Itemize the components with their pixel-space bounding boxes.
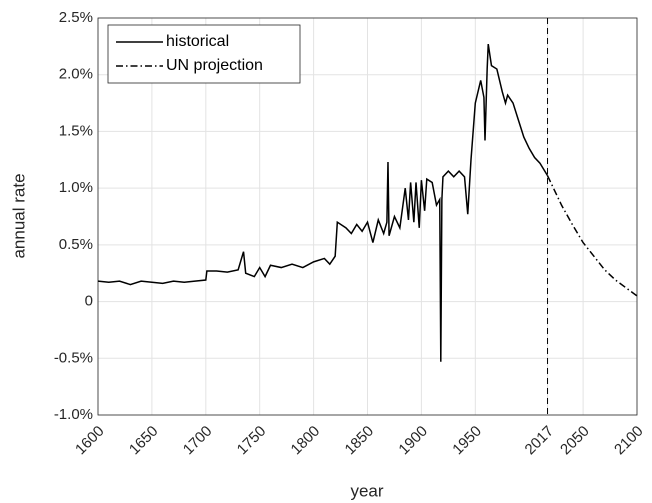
- legend-box: [107, 24, 301, 84]
- y-tick-label: 2.5%: [59, 9, 93, 26]
- y-tick-label: -0.5%: [54, 349, 93, 366]
- plot-frame: [97, 17, 638, 416]
- y-tick-label: 0: [85, 293, 93, 310]
- y-tick-label: 2.0%: [59, 66, 93, 83]
- y-tick-label: 0.5%: [59, 236, 93, 253]
- legend-label: historical: [166, 33, 229, 50]
- data-line: [97, 43, 549, 362]
- data-line: [546, 175, 638, 297]
- x-axis-label: year: [350, 481, 383, 500]
- legend-label: UN projection: [166, 57, 263, 74]
- y-tick-label: 1.5%: [59, 122, 93, 139]
- y-tick-label: -1.0%: [54, 406, 93, 423]
- y-axis-label: annual rate: [9, 173, 28, 258]
- y-tick-label: 1.0%: [59, 179, 93, 196]
